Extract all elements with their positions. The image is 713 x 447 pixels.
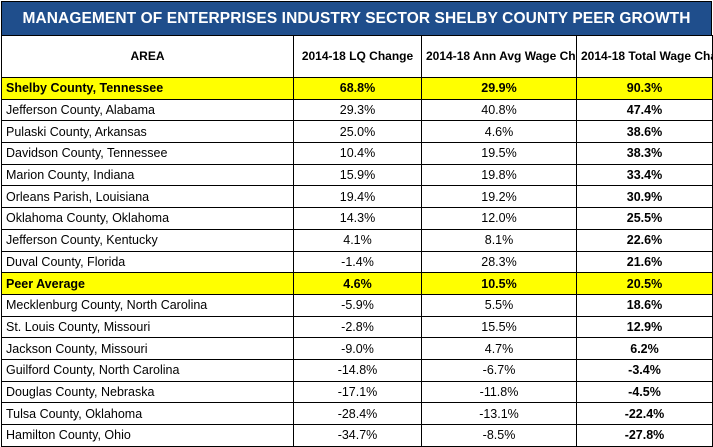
cell-area: Davidson County, Tennessee	[1, 142, 294, 165]
cell-ann-avg-wage-change: 19.5%	[421, 142, 577, 165]
cell-area: Tulsa County, Oklahoma	[1, 402, 294, 425]
cell-total-wage-change: 90.3%	[576, 77, 713, 100]
cell-ann-avg-wage-change: 5.5%	[421, 293, 577, 317]
cell-lq-change: 25.0%	[293, 120, 422, 144]
cell-area: Douglas County, Nebraska	[1, 380, 294, 404]
cell-total-wage-change: 20.5%	[576, 272, 713, 295]
cell-ann-avg-wage-change: -13.1%	[421, 402, 577, 425]
cell-area: Mecklenburg County, North Carolina	[1, 293, 294, 317]
cell-lq-change: -28.4%	[293, 402, 422, 425]
cell-total-wage-change: 25.5%	[576, 207, 713, 230]
cell-ann-avg-wage-change: 19.2%	[421, 185, 577, 209]
table-row: Marion County, Indiana 15.9% 19.8% 33.4%	[1, 163, 713, 187]
column-header-lq-change: 2014-18 LQ Change	[293, 35, 422, 78]
column-header-total-wage-change: 2014-18 Total Wage Change	[576, 35, 713, 78]
cell-lq-change: 68.8%	[293, 77, 422, 100]
cell-lq-change: 14.3%	[293, 207, 422, 230]
cell-total-wage-change: 22.6%	[576, 228, 713, 252]
table-row: Pulaski County, Arkansas 25.0% 4.6% 38.6%	[1, 120, 713, 144]
cell-lq-change: 10.4%	[293, 142, 422, 165]
cell-ann-avg-wage-change: 28.3%	[421, 250, 577, 274]
cell-lq-change: 4.6%	[293, 272, 422, 295]
table-row: Douglas County, Nebraska -17.1% -11.8% -4.5…	[1, 380, 713, 404]
cell-lq-change: -34.7%	[293, 424, 422, 447]
cell-lq-change: -5.9%	[293, 293, 422, 317]
table-row: Oklahoma County, Oklahoma 14.3% 12.0% 25.5%	[1, 207, 713, 230]
cell-total-wage-change: 18.6%	[576, 293, 713, 317]
cell-area: Orleans Parish, Louisiana	[1, 185, 294, 209]
cell-area: Guilford County, North Carolina	[1, 358, 294, 382]
table-row: Jackson County, Missouri -9.0% 4.7% 6.2%	[1, 337, 713, 360]
cell-total-wage-change: -27.8%	[576, 424, 713, 447]
cell-total-wage-change: -3.4%	[576, 358, 713, 382]
cell-area: Oklahoma County, Oklahoma	[1, 207, 294, 230]
cell-area: Jefferson County, Alabama	[1, 98, 294, 122]
cell-ann-avg-wage-change: 29.9%	[421, 77, 577, 100]
cell-area: Jefferson County, Kentucky	[1, 228, 294, 252]
table-row: Davidson County, Tennessee 10.4% 19.5% 38.3…	[1, 142, 713, 165]
cell-ann-avg-wage-change: 15.5%	[421, 315, 577, 339]
cell-area: Marion County, Indiana	[1, 163, 294, 187]
table-row: Hamilton County, Ohio -34.7% -8.5% -27.8%	[1, 424, 713, 447]
cell-total-wage-change: -4.5%	[576, 380, 713, 404]
cell-area: Duval County, Florida	[1, 250, 294, 274]
highlighted-table-row: Peer Average 4.6% 10.5% 20.5%	[1, 272, 713, 295]
table-row: Mecklenburg County, North Carolina -5.9% 5…	[1, 293, 713, 317]
table-row: Duval County, Florida -1.4% 28.3% 21.6%	[1, 250, 713, 274]
cell-ann-avg-wage-change: 12.0%	[421, 207, 577, 230]
cell-ann-avg-wage-change: -11.8%	[421, 380, 577, 404]
cell-area: Pulaski County, Arkansas	[1, 120, 294, 144]
table-row: Orleans Parish, Louisiana 19.4% 19.2% 30.9%	[1, 185, 713, 209]
cell-ann-avg-wage-change: 4.6%	[421, 120, 577, 144]
table-row: Jefferson County, Alabama 29.3% 40.8% 47.4%	[1, 98, 713, 122]
cell-area: Shelby County, Tennessee	[1, 77, 294, 100]
cell-ann-avg-wage-change: 8.1%	[421, 228, 577, 252]
highlighted-table-row: Shelby County, Tennessee 68.8% 29.9% 90.3%	[1, 77, 713, 100]
table-body: Shelby County, Tennessee 68.8% 29.9% 90.3% J…	[1, 77, 713, 447]
column-header-area: AREA	[1, 35, 294, 78]
cell-lq-change: -1.4%	[293, 250, 422, 274]
column-header-ann-avg-wage-change: 2014-18 Ann Avg Wage Change	[421, 35, 577, 78]
cell-area: Peer Average	[1, 272, 294, 295]
cell-total-wage-change: 6.2%	[576, 337, 713, 360]
cell-lq-change: -2.8%	[293, 315, 422, 339]
cell-ann-avg-wage-change: -6.7%	[421, 358, 577, 382]
cell-total-wage-change: 21.6%	[576, 250, 713, 274]
cell-total-wage-change: 38.3%	[576, 142, 713, 165]
peer-growth-table: AREA 2014-18 LQ Change 2014-18 Ann Avg W…	[1, 35, 713, 447]
cell-area: Jackson County, Missouri	[1, 337, 294, 360]
cell-ann-avg-wage-change: 10.5%	[421, 272, 577, 295]
cell-total-wage-change: 33.4%	[576, 163, 713, 187]
cell-ann-avg-wage-change: -8.5%	[421, 424, 577, 447]
cell-ann-avg-wage-change: 19.8%	[421, 163, 577, 187]
cell-total-wage-change: 30.9%	[576, 185, 713, 209]
table-row: Guilford County, North Carolina -14.8% -6.…	[1, 358, 713, 382]
cell-lq-change: 15.9%	[293, 163, 422, 187]
cell-lq-change: -14.8%	[293, 358, 422, 382]
table-row: Jefferson County, Kentucky 4.1% 8.1% 22.6%	[1, 228, 713, 252]
cell-area: Hamilton County, Ohio	[1, 424, 294, 447]
cell-total-wage-change: 38.6%	[576, 120, 713, 144]
cell-total-wage-change: 47.4%	[576, 98, 713, 122]
cell-lq-change: 4.1%	[293, 228, 422, 252]
cell-lq-change: 29.3%	[293, 98, 422, 122]
cell-lq-change: -17.1%	[293, 380, 422, 404]
cell-ann-avg-wage-change: 4.7%	[421, 337, 577, 360]
header-row: AREA 2014-18 LQ Change 2014-18 Ann Avg W…	[1, 35, 713, 78]
cell-area: St. Louis County, Missouri	[1, 315, 294, 339]
cell-lq-change: 19.4%	[293, 185, 422, 209]
cell-total-wage-change: -22.4%	[576, 402, 713, 425]
cell-lq-change: -9.0%	[293, 337, 422, 360]
cell-total-wage-change: 12.9%	[576, 315, 713, 339]
table-row: St. Louis County, Missouri -2.8% 15.5% 12.9…	[1, 315, 713, 339]
table-title: MANAGEMENT OF ENTERPRISES INDUSTRY SECTO…	[1, 1, 712, 35]
cell-ann-avg-wage-change: 40.8%	[421, 98, 577, 122]
table-row: Tulsa County, Oklahoma -28.4% -13.1% -22.4%	[1, 402, 713, 425]
